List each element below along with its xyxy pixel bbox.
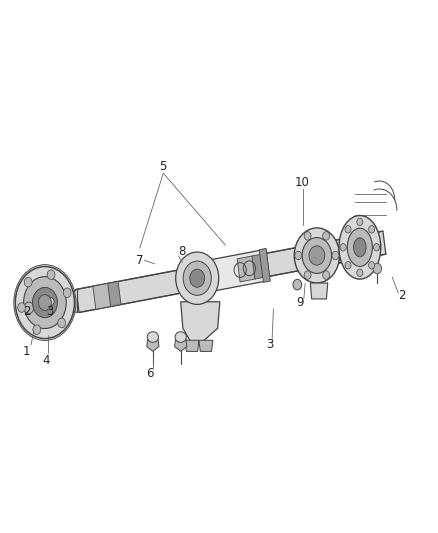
Ellipse shape	[46, 297, 54, 306]
Ellipse shape	[353, 238, 366, 257]
Polygon shape	[64, 289, 78, 312]
Polygon shape	[47, 303, 53, 313]
Text: 6: 6	[146, 367, 154, 380]
Ellipse shape	[147, 332, 159, 342]
Ellipse shape	[345, 262, 351, 269]
Polygon shape	[175, 339, 187, 351]
Ellipse shape	[369, 225, 374, 233]
Polygon shape	[205, 249, 270, 292]
Ellipse shape	[18, 303, 25, 312]
Ellipse shape	[190, 269, 205, 287]
Text: 9: 9	[296, 296, 303, 309]
Ellipse shape	[47, 270, 55, 279]
Ellipse shape	[323, 271, 330, 279]
Text: 7: 7	[136, 254, 144, 266]
Polygon shape	[259, 248, 270, 282]
Ellipse shape	[302, 238, 332, 273]
Ellipse shape	[33, 325, 41, 334]
Text: 4: 4	[42, 354, 49, 367]
Text: 8: 8	[178, 245, 186, 258]
Polygon shape	[252, 254, 265, 279]
Polygon shape	[181, 302, 220, 342]
Ellipse shape	[357, 269, 363, 277]
Ellipse shape	[369, 262, 374, 269]
Ellipse shape	[374, 244, 380, 251]
Ellipse shape	[340, 244, 346, 251]
Ellipse shape	[32, 287, 57, 318]
Ellipse shape	[39, 295, 51, 311]
Text: 1: 1	[23, 345, 30, 358]
Ellipse shape	[323, 232, 330, 240]
Ellipse shape	[309, 246, 325, 265]
Ellipse shape	[373, 263, 381, 274]
Ellipse shape	[15, 266, 74, 338]
Text: 3: 3	[267, 338, 274, 351]
Polygon shape	[237, 256, 255, 282]
Text: 2: 2	[398, 289, 406, 302]
Ellipse shape	[347, 228, 372, 266]
Ellipse shape	[24, 302, 34, 314]
Ellipse shape	[176, 252, 219, 304]
Ellipse shape	[63, 288, 71, 297]
Ellipse shape	[304, 232, 311, 240]
Polygon shape	[147, 339, 159, 351]
Ellipse shape	[24, 277, 66, 328]
Ellipse shape	[345, 225, 351, 233]
Ellipse shape	[295, 251, 302, 260]
Polygon shape	[93, 284, 111, 309]
Ellipse shape	[339, 215, 381, 279]
Polygon shape	[185, 340, 199, 351]
Circle shape	[293, 279, 302, 290]
Text: 10: 10	[295, 176, 310, 189]
Ellipse shape	[58, 318, 66, 328]
Ellipse shape	[294, 228, 339, 283]
Ellipse shape	[183, 261, 211, 295]
Ellipse shape	[24, 277, 32, 287]
Text: 2: 2	[23, 305, 30, 318]
Polygon shape	[204, 259, 215, 293]
Ellipse shape	[332, 251, 339, 260]
Ellipse shape	[357, 218, 363, 225]
Text: 5: 5	[159, 160, 167, 173]
Polygon shape	[311, 283, 328, 299]
Ellipse shape	[175, 332, 186, 342]
Polygon shape	[199, 340, 213, 351]
Polygon shape	[76, 231, 386, 312]
Text: 3: 3	[46, 305, 54, 318]
Ellipse shape	[304, 271, 311, 279]
Polygon shape	[108, 281, 121, 306]
